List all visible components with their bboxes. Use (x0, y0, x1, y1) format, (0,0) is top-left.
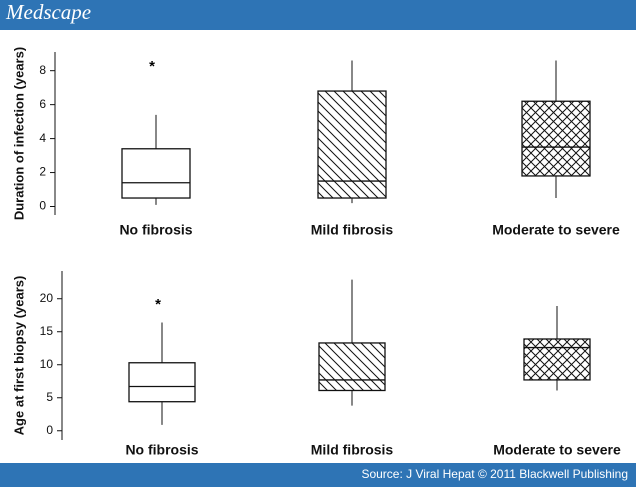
y-tick-label: 6 (39, 97, 46, 111)
y-tick-label: 4 (39, 131, 46, 145)
y-tick-label: 2 (39, 165, 46, 179)
source: Source: J Viral Hepat © 2011 Blackwell P… (361, 467, 628, 481)
box (317, 90, 387, 199)
box (318, 342, 386, 392)
x-tick-label: Mild fibrosis (311, 442, 394, 458)
brand: Medscape (5, 0, 91, 24)
y-tick-label: 20 (40, 291, 54, 305)
y-tick-label: 0 (39, 199, 46, 213)
x-tick-label: Moderate to severe (492, 222, 620, 238)
y-axis-label: Duration of infection (years) (11, 47, 26, 220)
y-tick-label: 15 (40, 324, 54, 338)
x-tick-label: Moderate to severe (493, 442, 621, 458)
y-tick-label: 8 (39, 63, 46, 77)
box (521, 100, 591, 177)
box (121, 148, 191, 199)
box (523, 338, 591, 381)
x-tick-label: No fibrosis (119, 222, 192, 238)
x-tick-label: Mild fibrosis (311, 222, 394, 238)
outlier: * (155, 296, 161, 313)
footer-bar (0, 463, 636, 487)
y-tick-label: 5 (46, 390, 53, 404)
box (128, 362, 196, 403)
y-tick-label: 10 (40, 357, 54, 371)
header-bar (0, 0, 636, 30)
y-axis-label: Age at first biopsy (years) (11, 276, 26, 436)
outlier: * (149, 58, 155, 75)
y-tick-label: 0 (46, 423, 53, 437)
x-tick-label: No fibrosis (125, 442, 198, 458)
